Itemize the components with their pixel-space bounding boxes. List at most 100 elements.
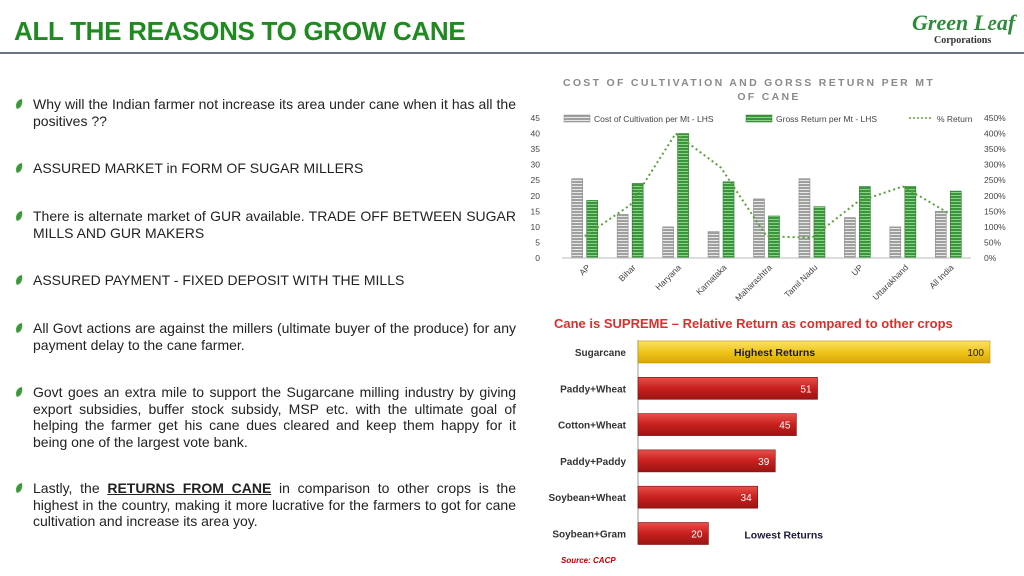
source-note: Source: CACP bbox=[561, 556, 616, 565]
leaf-bullet-icon bbox=[16, 99, 23, 109]
bar-category-label: Soybean+Wheat bbox=[548, 493, 626, 504]
right-tick-label: 350% bbox=[984, 144, 1006, 154]
logo-subtitle: Corporations bbox=[934, 35, 992, 46]
bar-cost bbox=[707, 231, 720, 259]
return-bar bbox=[637, 449, 776, 473]
bar-value-label: 45 bbox=[779, 421, 791, 432]
category-label: AP bbox=[577, 262, 592, 277]
leaf-bullet-icon bbox=[16, 483, 23, 493]
return-bar bbox=[637, 340, 991, 364]
return-bar bbox=[637, 413, 797, 436]
leaf-bullet-icon bbox=[16, 275, 23, 285]
legend-swatch-gross bbox=[745, 114, 773, 123]
axis-ticks: 45 40 35 30 25 20 15 10 5 0 450% 400% 350% 300% 250% 20… bbox=[531, 113, 1007, 263]
category-label: Uttarakhand bbox=[870, 262, 910, 302]
title-divider bbox=[0, 52, 1024, 54]
bar-value-label: 39 bbox=[758, 457, 770, 468]
left-tick-label: 20 bbox=[531, 191, 541, 201]
leaf-bullet-icon bbox=[16, 323, 23, 333]
lowest-returns-label: Lowest Returns bbox=[744, 530, 823, 542]
legend-label-cost: Cost of Cultivation per Mt - LHS bbox=[594, 114, 714, 124]
category-label: UP bbox=[849, 262, 865, 278]
bar-category-label: Paddy+Paddy bbox=[560, 457, 626, 468]
right-tick-label: 300% bbox=[984, 160, 1006, 170]
category-label: Tamil Nadu bbox=[782, 262, 819, 299]
bar-gross bbox=[813, 206, 826, 259]
highest-returns-label: Highest Returns bbox=[734, 347, 815, 359]
bar-cost bbox=[753, 198, 765, 259]
bullet-text: Govt goes an extra mile to support the S… bbox=[33, 384, 516, 450]
left-tick-label: 30 bbox=[531, 160, 541, 170]
bar-cost bbox=[662, 226, 674, 259]
bullet-text-post: in comparison to other crops is the high… bbox=[33, 480, 516, 529]
left-tick-label: 35 bbox=[531, 144, 541, 154]
bar-value-label: 100 bbox=[967, 348, 984, 359]
returns-from-cane-emphasis: RETURNS FROM CANE bbox=[107, 480, 272, 496]
right-tick-label: 50% bbox=[984, 237, 1001, 247]
bullet-text: ASSURED PAYMENT - FIXED DEPOSIT WITH THE… bbox=[33, 272, 405, 288]
category-label: All India bbox=[927, 262, 956, 291]
leaf-bullet-icon bbox=[16, 163, 23, 173]
category-labels: AP Bihar Haryana Karnataka Maharashtra Tamil … bbox=[577, 262, 956, 303]
cost-return-chart: COST OF CULTIVATION AND GORSS RETURN PER… bbox=[531, 77, 1007, 303]
category-label: Maharashtra bbox=[733, 262, 774, 303]
right-tick-label: 0% bbox=[984, 253, 997, 263]
left-tick-label: 10 bbox=[531, 222, 541, 232]
bar-cost bbox=[798, 178, 811, 259]
bar-value-label: 51 bbox=[800, 384, 812, 395]
chart-title: COST OF CULTIVATION AND GORSS RETURN PER… bbox=[563, 77, 935, 89]
bar-category-label: Soybean+Gram bbox=[552, 530, 626, 541]
leaf-bullet-icon bbox=[16, 387, 23, 397]
right-tick-label: 450% bbox=[984, 113, 1006, 123]
bar-category-label: Paddy+Wheat bbox=[560, 384, 627, 395]
category-label: Haryana bbox=[653, 262, 683, 292]
right-tick-label: 250% bbox=[984, 175, 1006, 185]
bar-value-label: 34 bbox=[741, 493, 753, 504]
bar-gross bbox=[904, 186, 917, 259]
left-tick-label: 0 bbox=[535, 253, 540, 263]
bar-cost bbox=[889, 226, 902, 259]
bar-cost bbox=[934, 211, 947, 259]
bar-category-label: Cotton+Wheat bbox=[558, 421, 627, 432]
bar-gross bbox=[949, 190, 962, 259]
return-bars: Sugarcane 100 Highest Returns Paddy+Wheat 51… bbox=[548, 340, 991, 545]
company-logo: Green Leaf Corporations bbox=[912, 10, 1020, 50]
right-tick-label: 400% bbox=[984, 129, 1006, 139]
legend-label-gross: Gross Return per Mt - LHS bbox=[776, 114, 877, 124]
bar-gross bbox=[677, 133, 689, 259]
page-title: ALL THE REASONS TO GROW CANE bbox=[14, 16, 466, 46]
return-bar bbox=[637, 522, 709, 545]
category-label: Bihar bbox=[616, 262, 637, 283]
bullet-text: All Govt actions are against the millers… bbox=[33, 320, 516, 353]
right-tick-label: 200% bbox=[984, 191, 1006, 201]
bar-cost bbox=[571, 178, 584, 259]
bullet-text-pre: Lastly, the bbox=[33, 480, 108, 496]
bar-cost bbox=[844, 217, 856, 259]
bullet-text: Why will the Indian farmer not increase … bbox=[33, 96, 516, 129]
returns-section-title: Cane is SUPREME – Relative Return as com… bbox=[554, 316, 953, 331]
bar-value-label: 20 bbox=[691, 530, 703, 541]
bar-category-label: Sugarcane bbox=[575, 348, 627, 359]
relative-returns-chart: Sugarcane 100 Highest Returns Paddy+Wheat 51… bbox=[548, 340, 991, 545]
left-tick-label: 25 bbox=[531, 175, 541, 185]
logo-name: Green Leaf bbox=[912, 10, 1016, 35]
bar-gross bbox=[631, 183, 644, 259]
bullet-text: ASSURED MARKET in FORM OF SUGAR MILLERS bbox=[33, 160, 364, 176]
chart-title-line2: OF CANE bbox=[737, 91, 800, 103]
leaf-bullet-icon bbox=[16, 211, 23, 221]
bar-gross bbox=[722, 181, 735, 259]
right-tick-label: 150% bbox=[984, 206, 1006, 216]
category-label: Karnataka bbox=[694, 262, 729, 297]
left-tick-label: 45 bbox=[531, 113, 541, 123]
left-tick-label: 40 bbox=[531, 129, 541, 139]
bullet-text: Lastly, the RETURNS FROM CANE in compari… bbox=[33, 480, 516, 530]
right-tick-label: 100% bbox=[984, 222, 1006, 232]
return-line bbox=[584, 132, 949, 239]
legend-label-return: % Return bbox=[937, 114, 973, 124]
bar-gross bbox=[586, 200, 599, 259]
return-bar bbox=[637, 485, 758, 509]
bar-cost bbox=[616, 214, 629, 259]
left-tick-label: 5 bbox=[535, 237, 540, 247]
bar-gross bbox=[859, 186, 871, 259]
bars bbox=[562, 133, 971, 259]
